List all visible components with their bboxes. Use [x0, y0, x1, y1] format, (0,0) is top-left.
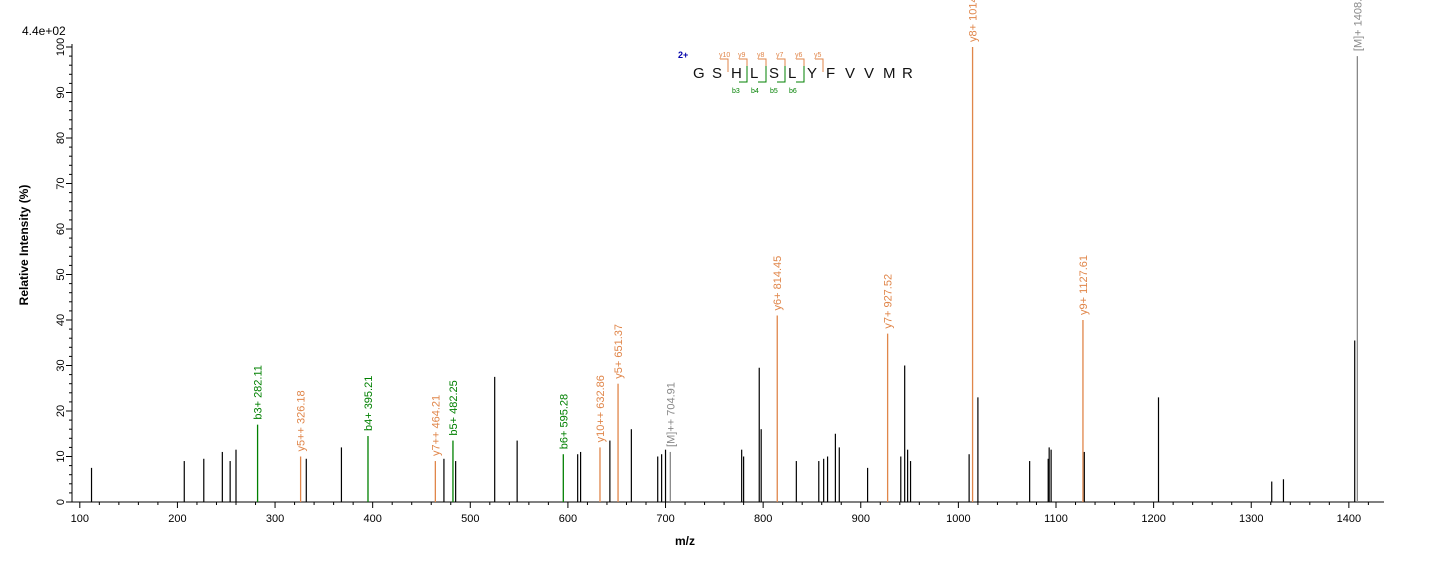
y-tick-label: 10 [55, 450, 67, 462]
x-tick-label: 900 [852, 513, 870, 525]
b-fragment-marker [758, 66, 767, 83]
residue-letter: G [693, 65, 705, 82]
peak-label: y7++ 464.21 [430, 395, 442, 456]
y-fragment-marker [720, 58, 729, 72]
peak-label: b4+ 395.21 [363, 376, 375, 431]
x-tick-label: 400 [363, 513, 381, 525]
residue-letter: R [902, 65, 913, 82]
y-tick-label: 20 [55, 405, 67, 417]
y-axis-title: Relative Intensity (%) [17, 185, 31, 306]
x-axis-title: m/z [675, 534, 695, 548]
y-tick-label: 30 [55, 359, 67, 371]
peak-label: y9+ 1127.61 [1078, 255, 1090, 315]
y-fragment-marker [796, 58, 805, 72]
b-fragment-label: b6 [789, 88, 797, 95]
b-fragment-marker [796, 66, 805, 83]
x-tick-label: 100 [71, 513, 89, 525]
residue-letter: S [769, 65, 779, 82]
residue-letter: S [712, 65, 722, 82]
x-tick-label: 600 [559, 513, 577, 525]
y-tick-label: 0 [55, 499, 67, 505]
peak-label: y5+ 651.37 [613, 324, 625, 379]
x-tick-label: 1200 [1141, 513, 1165, 525]
charge-state: 2+ [678, 50, 688, 60]
residue-letter: M [883, 65, 896, 82]
b-fragment-marker [777, 66, 786, 83]
residue-letter: Y [807, 65, 817, 82]
x-tick-label: 200 [168, 513, 186, 525]
y-fragment-label: y6 [795, 52, 803, 59]
y-fragment-label: y10 [719, 52, 730, 59]
peak-labels-layer: b3+ 282.11 y5++ 326.18 b4+ 395.21 y7++ 464.… [253, 0, 1365, 456]
base-intensity-label: 4.4e+02 [22, 24, 66, 38]
y-tick-label: 70 [55, 177, 67, 189]
peak-label: y10++ 632.86 [595, 375, 607, 442]
peak-label: [M]++ 704.91 [665, 382, 677, 447]
y-fragment-marker [815, 58, 824, 72]
y-fragment-label: y5 [814, 52, 822, 59]
x-tick-label: 300 [266, 513, 284, 525]
peak-label: b5+ 482.25 [448, 380, 460, 435]
x-tick-label: 1300 [1239, 513, 1263, 525]
peak-label: b6+ 595.28 [558, 394, 570, 449]
axes-layer: 100 200 300 400 500 600 700 800 900 1000 1100 1200 1… [55, 38, 1384, 525]
y-fragment-label: y9 [738, 52, 746, 59]
b-fragment-label: b5 [770, 88, 778, 95]
peak-label: [M]+ 1408.7 [1352, 0, 1364, 51]
b-fragment-marker [739, 66, 748, 83]
y-fragment-label: y7 [776, 52, 784, 59]
y-fragment-label: y8 [757, 52, 765, 59]
x-tick-label: 800 [754, 513, 772, 525]
residue-letter: H [731, 65, 742, 82]
peak-label: y5++ 326.18 [296, 390, 308, 451]
residue-letter: L [788, 65, 796, 82]
x-tick-label: 1100 [1044, 513, 1068, 525]
residue-letter: L [750, 65, 758, 82]
peak-label: b3+ 282.11 [253, 365, 265, 420]
residue-letter: F [826, 65, 835, 82]
b-fragment-label: b3 [732, 88, 740, 95]
y-tick-label: 100 [55, 38, 67, 56]
y-tick-label: 50 [55, 268, 67, 280]
residue-letter: V [845, 65, 855, 82]
peak-label: y8+ 1014.54 [968, 0, 980, 42]
x-tick-label: 1000 [946, 513, 970, 525]
peak-label: y7+ 927.52 [883, 274, 895, 329]
y-tick-label: 40 [55, 314, 67, 326]
x-tick-label: 700 [656, 513, 674, 525]
x-tick-label: 1400 [1337, 513, 1361, 525]
y-tick-label: 80 [55, 132, 67, 144]
peak-label: y6+ 814.45 [772, 256, 784, 311]
b-fragment-label: b4 [751, 88, 759, 95]
y-tick-label: 60 [55, 223, 67, 235]
peaks-layer [90, 47, 1358, 502]
residue-letter: V [864, 65, 874, 82]
y-fragment-marker [758, 58, 767, 72]
y-tick-label: 90 [55, 86, 67, 98]
x-tick-label: 500 [461, 513, 479, 525]
